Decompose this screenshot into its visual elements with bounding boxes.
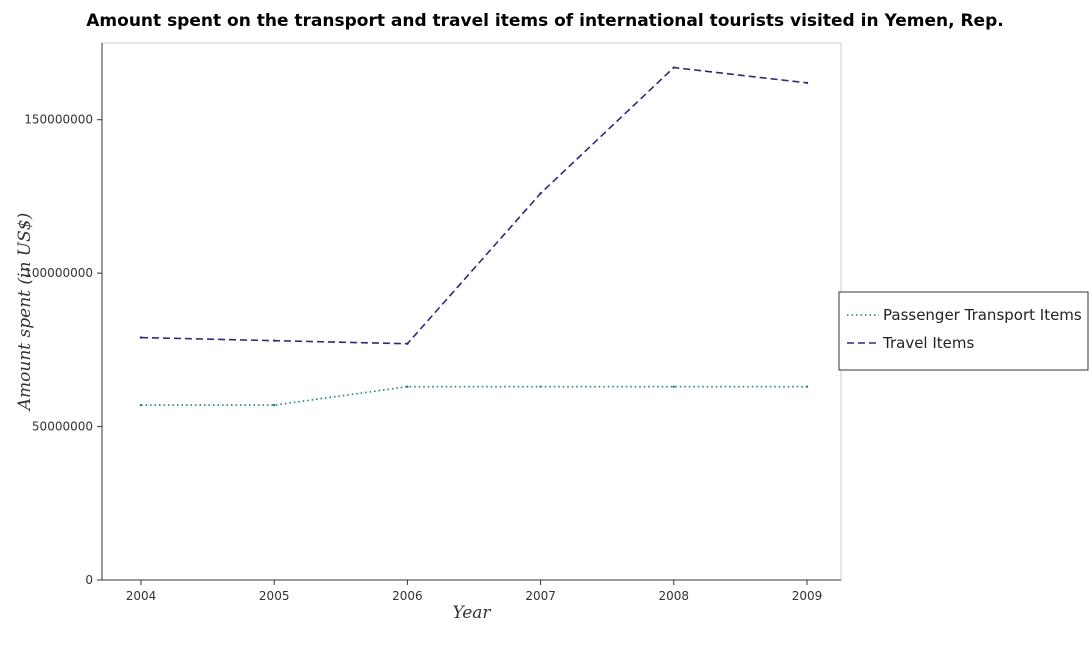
data-point [406,385,409,388]
y-tick-label: 50000000 [32,420,93,434]
series-layer [139,66,809,407]
x-tick-label: 2005 [259,589,290,603]
series-line-2 [140,66,808,345]
axes: 0 50000000 100000000 150000000 2004 2005 2006 2… [24,42,842,603]
data-point [273,339,276,342]
data-point [672,385,675,388]
x-axis-label: Year [452,603,491,623]
data-point [406,342,409,345]
y-tick-label: 0 [85,573,93,587]
data-point [139,336,143,339]
y-tick-label: 100000000 [24,266,93,280]
legend-label: Travel Items [882,334,975,352]
legend-box [838,291,1089,371]
data-point [139,403,143,407]
y-axis-label: Amount spent (in US$) [15,213,35,412]
data-point [539,192,542,195]
y-tick-label: 150000000 [24,113,93,127]
series-line-1 [141,385,807,406]
x-tick-label: 2007 [525,589,556,603]
x-tick-label: 2009 [792,589,823,603]
data-point [539,385,542,388]
data-point [672,66,675,69]
data-point [805,385,809,388]
x-tick-label: 2004 [126,589,157,603]
legend-label: Passenger Transport Items [883,306,1082,324]
data-point [805,81,809,85]
legend: Passenger Transport Items Travel Items [838,291,1089,371]
x-tick-label: 2008 [659,589,690,603]
chart-title: Amount spent on the transport and travel… [86,11,1003,31]
data-point [273,403,276,407]
plot-frame [101,42,842,581]
x-tick-label: 2006 [392,589,423,603]
